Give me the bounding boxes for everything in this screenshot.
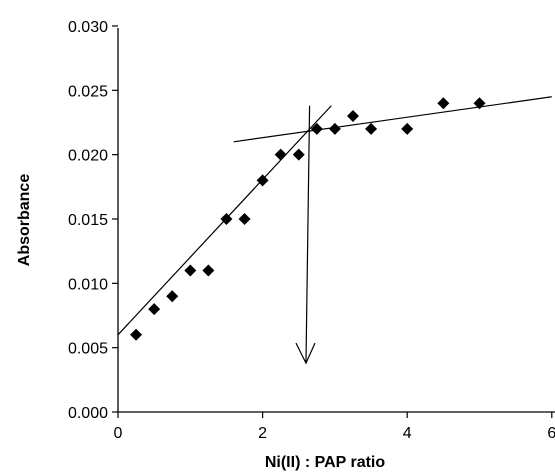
data-point (292, 148, 305, 161)
data-point (437, 97, 450, 110)
y-tick-label: 0.005 (68, 341, 108, 358)
fit-line-plateau (233, 96, 552, 143)
x-axis-ticks: 0 2 4 6 (114, 412, 555, 442)
data-point (328, 122, 341, 135)
equivalence-arrow-shaft (305, 105, 311, 364)
arrow-layer (295, 105, 316, 365)
y-tick-label: 0.000 (68, 405, 108, 422)
y-tick-label: 0.015 (68, 212, 108, 229)
data-point (310, 122, 323, 135)
x-tick-label: 6 (547, 425, 555, 442)
data-point (346, 110, 359, 123)
data-point (220, 212, 233, 225)
y-tick-label: 0.025 (68, 83, 108, 100)
data-point (401, 122, 414, 135)
data-point (184, 264, 197, 277)
plot-layer (117, 96, 552, 365)
y-axis-ticks: 0.000 0.005 0.010 0.015 0.020 0.025 0.030 (68, 19, 118, 422)
equivalence-arrow-head (295, 342, 316, 365)
data-point (148, 303, 161, 316)
data-point (238, 212, 251, 225)
x-tick-label: 0 (114, 425, 123, 442)
data-point (130, 328, 143, 341)
data-point (166, 290, 179, 303)
axes: 0.000 0.005 0.010 0.015 0.020 0.025 0.030 0 2 4 6 (68, 19, 555, 442)
data-point (202, 264, 215, 277)
x-tick-label: 4 (403, 425, 412, 442)
y-tick-label: 0.020 (68, 148, 108, 165)
data-point (256, 174, 269, 187)
y-axis-title: Absorbance (16, 174, 33, 267)
data-point (473, 97, 486, 110)
data-points (130, 97, 486, 341)
y-tick-label: 0.030 (68, 19, 108, 36)
x-tick-label: 2 (258, 425, 267, 442)
y-tick-label: 0.010 (68, 276, 108, 293)
data-point (365, 122, 378, 135)
x-axis-title: Ni(II) : PAP ratio (265, 454, 386, 471)
data-point (274, 148, 287, 161)
